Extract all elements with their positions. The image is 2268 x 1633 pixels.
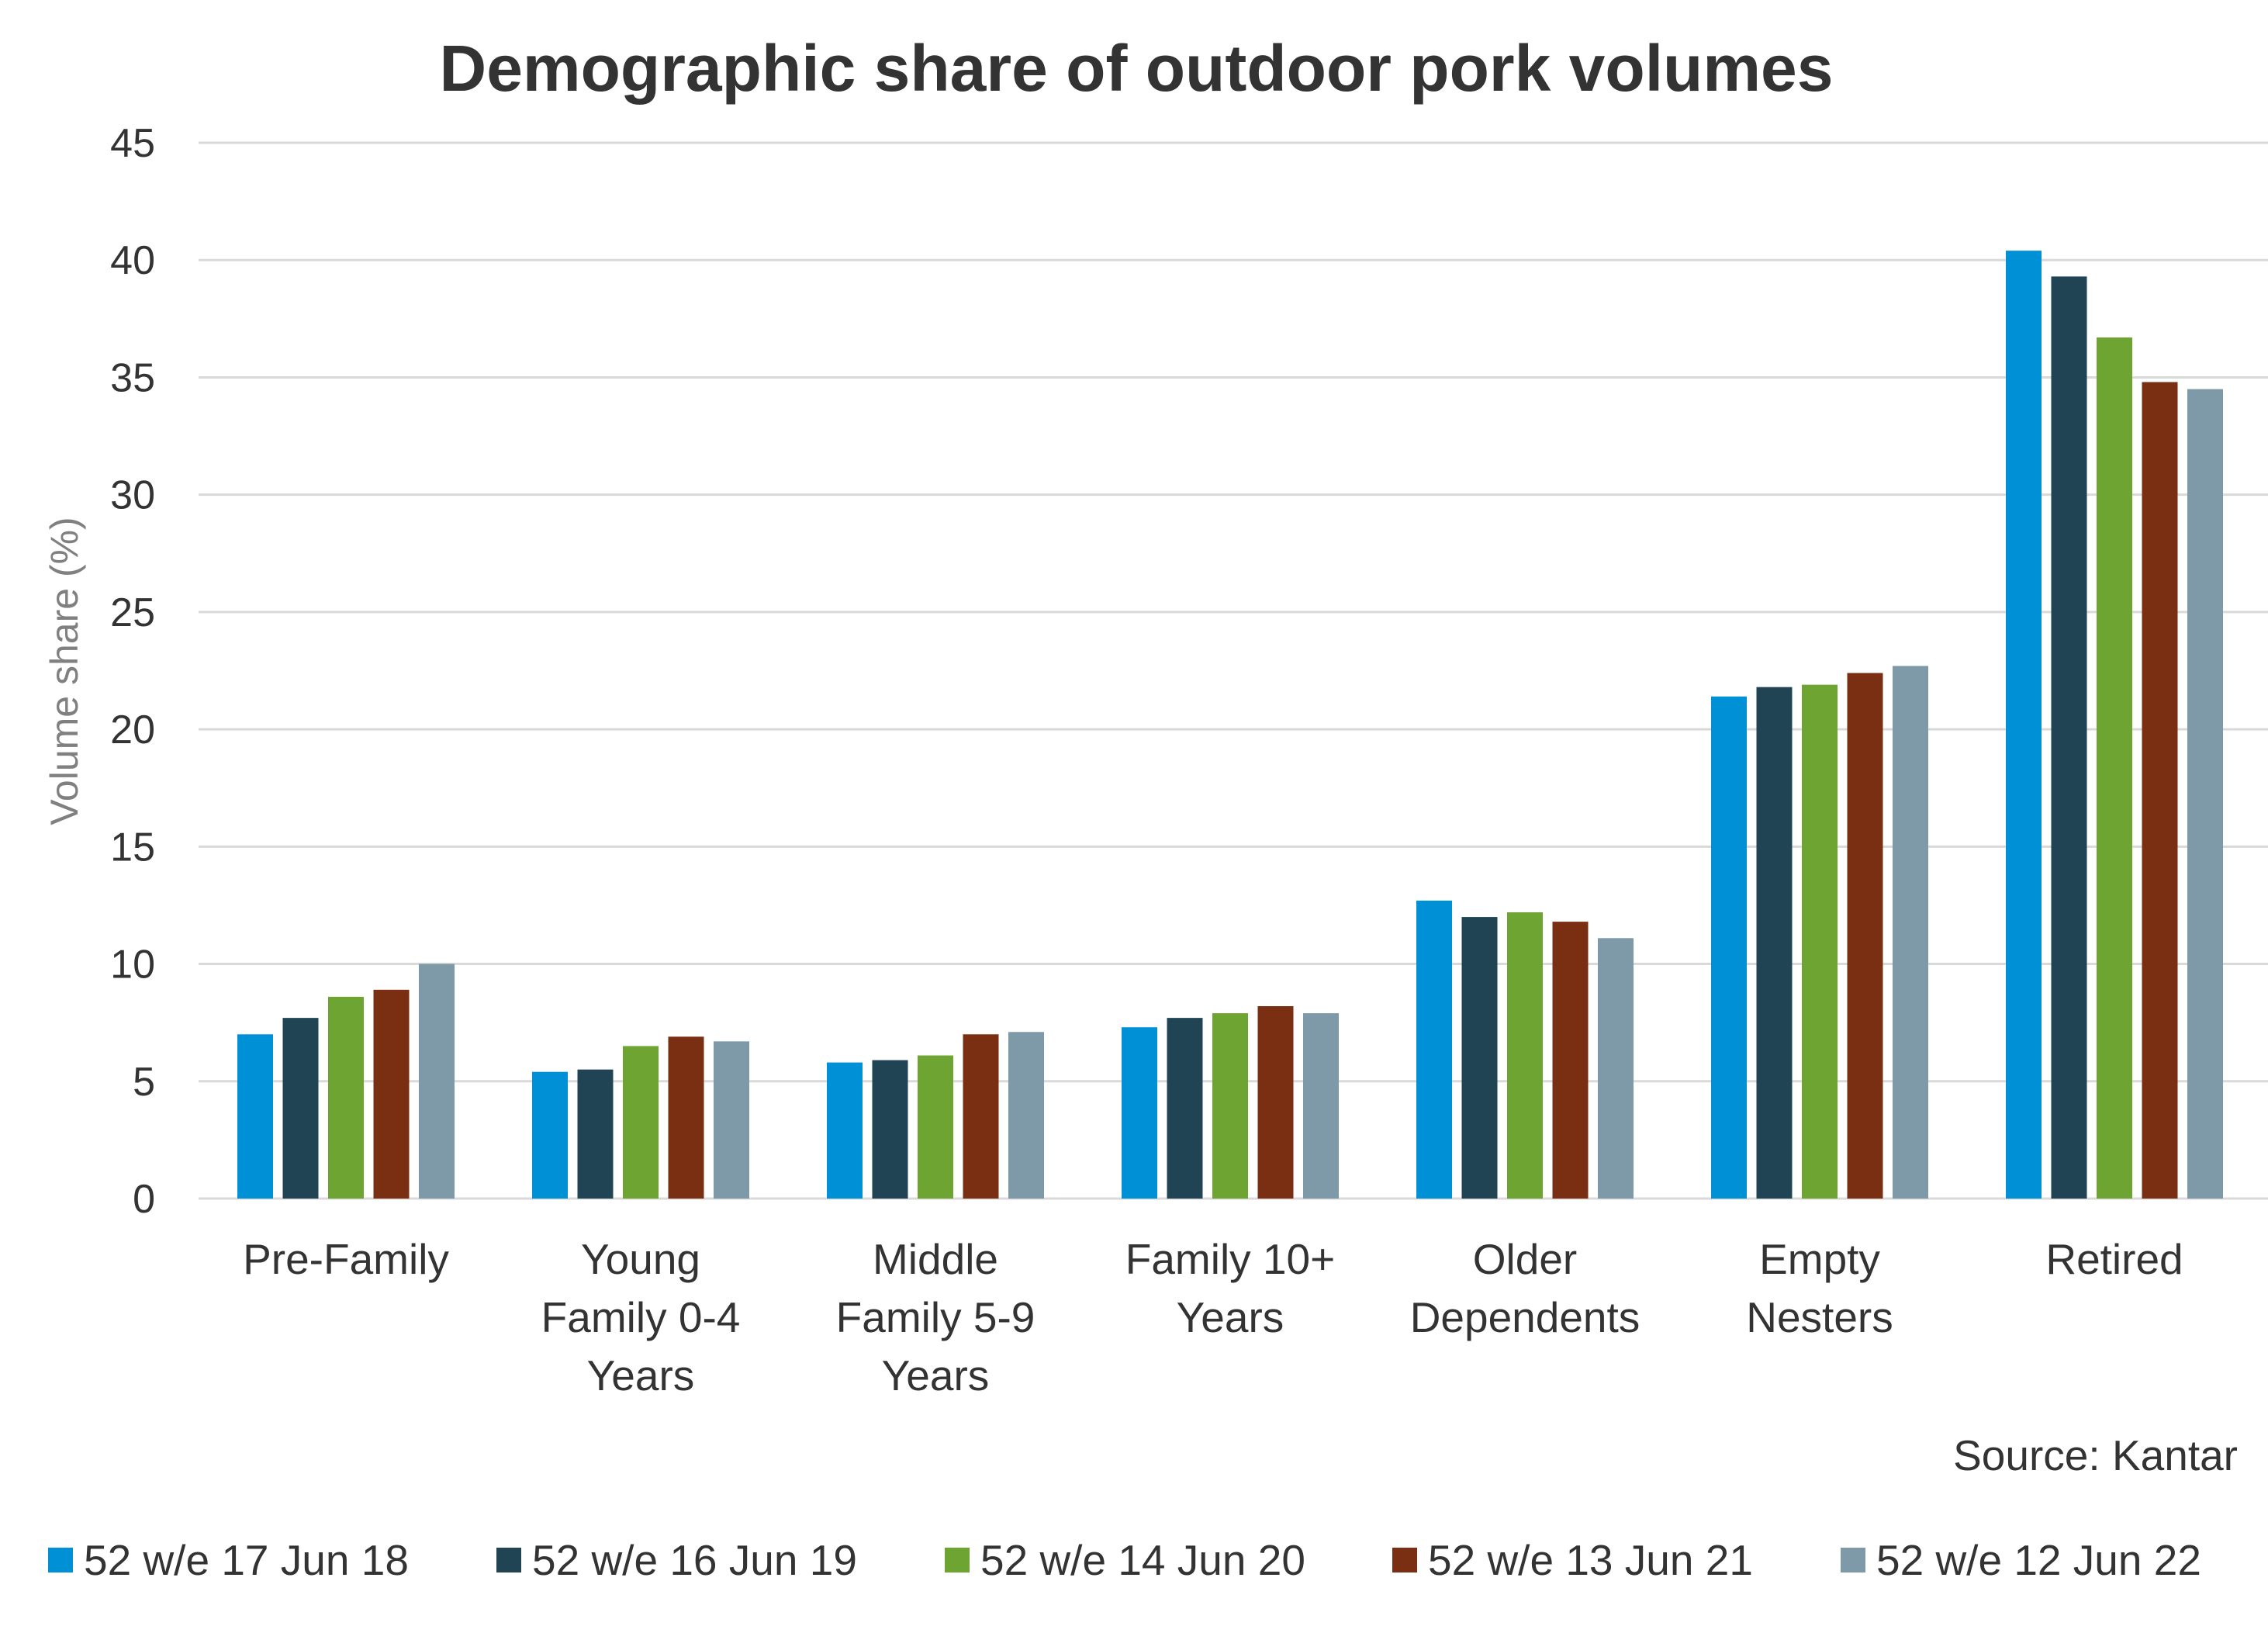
y-tick-label: 25 <box>110 590 155 635</box>
legend-label: 52 w/e 13 Jun 21 <box>1428 1536 1753 1584</box>
bar <box>1802 684 1838 1199</box>
legend-item: 52 w/e 12 Jun 22 <box>1841 1536 2201 1584</box>
bar <box>2097 337 2132 1199</box>
legend-item: 52 w/e 16 Jun 19 <box>496 1536 857 1584</box>
source-note: Source: Kantar <box>1953 1431 2238 1479</box>
bar <box>2006 251 2042 1199</box>
y-tick-label: 15 <box>110 825 155 870</box>
bar <box>1598 938 1634 1199</box>
bar <box>1756 687 1793 1199</box>
bar <box>1893 666 1928 1199</box>
bar <box>918 1055 953 1199</box>
bar-group <box>2006 251 2223 1199</box>
x-tick-label: Middle <box>873 1235 998 1283</box>
y-axis-ticks: 0 5 10 15 20 25 30 35 40 45 <box>110 121 155 1222</box>
bar <box>1122 1027 1157 1199</box>
x-tick-label: Pre-Family <box>243 1235 449 1283</box>
bar <box>2142 382 2178 1199</box>
bar-group <box>237 964 455 1199</box>
bar <box>1257 1005 1294 1199</box>
x-tick-label: Years <box>882 1351 990 1399</box>
chart-title: Demographic share of outdoor pork volume… <box>440 32 1834 105</box>
bar <box>1847 673 1883 1199</box>
bar <box>668 1036 704 1199</box>
bar <box>328 996 364 1199</box>
x-tick-label: Years <box>587 1351 695 1399</box>
bar <box>282 1018 319 1199</box>
x-tick-label: Dependents <box>1410 1293 1640 1341</box>
legend-swatch <box>48 1548 73 1572</box>
bar <box>623 1046 659 1199</box>
x-axis-categories: Pre-Family Young Family 0-4 Years Middle Fami… <box>243 1235 2183 1399</box>
bar <box>872 1060 908 1199</box>
legend-swatch <box>945 1548 970 1572</box>
y-tick-label: 5 <box>133 1060 155 1105</box>
bar <box>963 1034 999 1199</box>
y-tick-label: 30 <box>110 473 155 518</box>
bar <box>577 1069 614 1199</box>
bar-group <box>1711 666 1928 1199</box>
bar <box>1167 1018 1203 1199</box>
bar <box>2187 389 2223 1199</box>
x-tick-label: Nesters <box>1746 1293 1893 1341</box>
legend-swatch <box>496 1548 521 1572</box>
y-tick-label: 0 <box>133 1177 155 1222</box>
x-tick-label: Young <box>581 1235 700 1283</box>
y-tick-label: 40 <box>110 238 155 283</box>
legend-swatch <box>1392 1548 1417 1572</box>
bar-group <box>532 1036 749 1199</box>
legend-label: 52 w/e 14 Jun 20 <box>980 1536 1305 1584</box>
bar <box>1507 912 1543 1199</box>
x-tick-label: Retired <box>2045 1235 2183 1283</box>
y-tick-label: 20 <box>110 708 155 752</box>
x-tick-label: Family 5-9 <box>836 1293 1035 1341</box>
x-tick-label: Empty <box>1759 1235 1880 1283</box>
y-axis-title: Volume share (%) <box>43 517 86 825</box>
bar <box>237 1034 273 1199</box>
legend-label: 52 w/e 12 Jun 22 <box>1876 1536 2201 1584</box>
bar <box>1008 1032 1044 1199</box>
bar <box>1711 696 1747 1199</box>
bar <box>419 964 455 1199</box>
legend-label: 52 w/e 16 Jun 19 <box>532 1536 857 1584</box>
bar <box>1416 900 1452 1199</box>
bar <box>1461 917 1498 1199</box>
x-tick-label: Family 10+ <box>1125 1235 1336 1283</box>
legend-item: 52 w/e 14 Jun 20 <box>945 1536 1305 1584</box>
bar-group <box>827 1032 1044 1199</box>
bar <box>1303 1013 1339 1199</box>
y-tick-label: 10 <box>110 943 155 988</box>
y-tick-label: 35 <box>110 355 155 400</box>
legend: 52 w/e 17 Jun 18 52 w/e 16 Jun 19 52 w/e 1… <box>48 1536 2201 1584</box>
bars <box>237 251 2223 1199</box>
legend-item: 52 w/e 13 Jun 21 <box>1392 1536 1753 1584</box>
bar <box>827 1062 863 1199</box>
bar-group <box>1122 1005 1339 1199</box>
legend-swatch <box>1841 1548 1865 1572</box>
bar-group <box>1416 900 1634 1199</box>
bar <box>1212 1013 1248 1199</box>
x-tick-label: Older <box>1473 1235 1578 1283</box>
legend-label: 52 w/e 17 Jun 18 <box>84 1536 409 1584</box>
x-tick-label: Years <box>1177 1293 1284 1341</box>
bar <box>532 1071 568 1199</box>
x-tick-label: Family 0-4 <box>541 1293 741 1341</box>
bar <box>1552 922 1589 1199</box>
bar <box>2051 276 2087 1199</box>
bar <box>714 1041 749 1199</box>
legend-item: 52 w/e 17 Jun 18 <box>48 1536 409 1584</box>
y-tick-label: 45 <box>110 121 155 166</box>
bar <box>373 989 410 1199</box>
